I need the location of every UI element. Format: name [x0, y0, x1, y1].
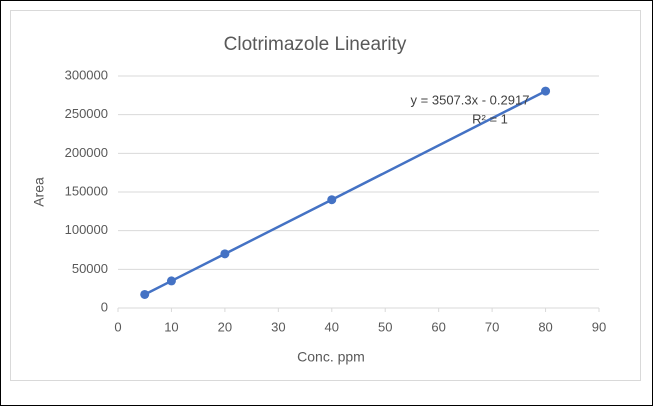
point: [541, 86, 551, 96]
x-tick-label: 0: [114, 319, 121, 334]
y-tick-label: 250000: [65, 106, 108, 121]
trendline-label: R² = 1: [472, 111, 508, 126]
chart-title: Clotrimazole Linearity: [224, 34, 407, 55]
point: [327, 195, 337, 205]
y-axis-title: Area: [31, 177, 47, 207]
x-tick-label: 90: [592, 319, 606, 334]
y-tick-label: 300000: [65, 67, 108, 82]
y-tick-label: 200000: [65, 145, 108, 160]
x-tick-label: 80: [538, 319, 552, 334]
y-tick-label: 150000: [65, 183, 108, 198]
y-tick-label: 100000: [65, 222, 108, 237]
x-axis-title: Conc. ppm: [297, 349, 365, 365]
x-tick-label: 70: [485, 319, 499, 334]
x-tick-label: 30: [271, 319, 285, 334]
x-tick-label: 40: [325, 319, 339, 334]
x-tick-label: 60: [431, 319, 445, 334]
x-tick-label: 20: [218, 319, 232, 334]
x-tick-label: 50: [378, 319, 392, 334]
point: [140, 289, 150, 299]
x-tick-label: 10: [164, 319, 178, 334]
y-tick-label: 50000: [72, 261, 108, 276]
point: [166, 276, 176, 286]
trendline-label: y = 3507.3x - 0.2917: [411, 92, 530, 107]
chart-area: [10, 10, 641, 381]
y-tick-label: 0: [101, 299, 108, 314]
point: [220, 249, 230, 259]
